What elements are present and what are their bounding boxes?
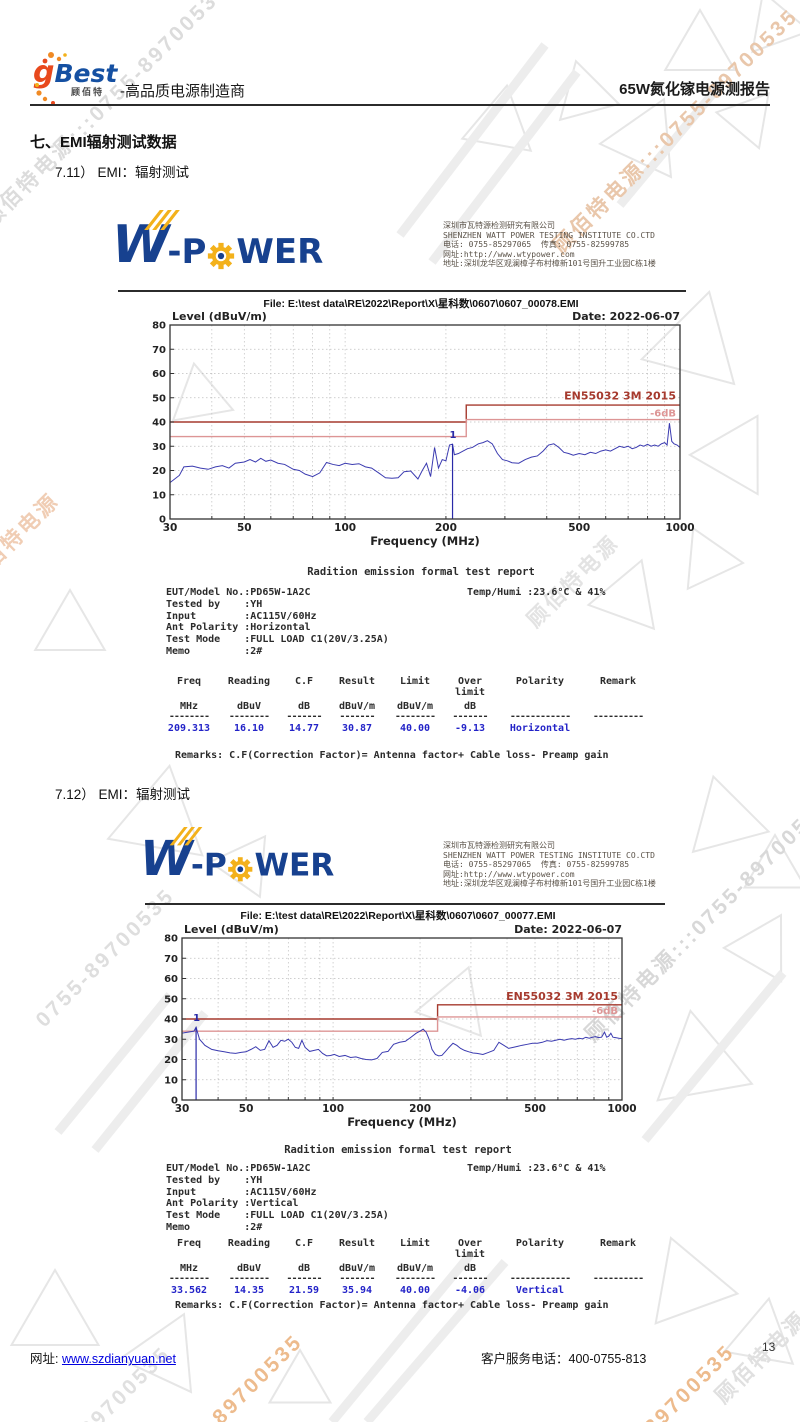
svg-text:50: 50 bbox=[237, 522, 252, 534]
footer-service-phone: 客户服务电话：400-0755-813 bbox=[481, 1352, 647, 1366]
remarks-line: Remarks: C.F(Correction Factor)= Antenna… bbox=[175, 750, 609, 761]
svg-text:-6dB: -6dB bbox=[650, 408, 676, 419]
wpower-logo-w: W bbox=[140, 831, 193, 887]
wpower-logo-p: -P bbox=[167, 231, 207, 272]
svg-text:60: 60 bbox=[164, 974, 178, 985]
doc-title: 65W氮化镓电源测报告 bbox=[619, 81, 770, 98]
subsection-7-12: 7.12） EMI：辐射测试 bbox=[55, 787, 191, 802]
report-title: Radition emission formal test report bbox=[307, 566, 535, 578]
svg-text:50: 50 bbox=[239, 1103, 254, 1115]
svg-text:Level (dBuV/m): Level (dBuV/m) bbox=[184, 923, 279, 936]
page-number: 13 bbox=[762, 1340, 776, 1354]
report-info-block: EUT/Model No.:PD65W-1A2C Temp/Humi :23.6… bbox=[166, 1163, 606, 1233]
svg-text:200: 200 bbox=[435, 522, 457, 534]
file-path-line: File: E:\test data\RE\2022\Report\X\星科数\… bbox=[240, 910, 556, 922]
svg-text:500: 500 bbox=[524, 1103, 546, 1115]
wpower-logo: W -P WER bbox=[112, 210, 352, 292]
svg-text:80: 80 bbox=[164, 934, 178, 945]
gobest-logo: gBest 顾佰特 bbox=[33, 52, 133, 105]
svg-text:10: 10 bbox=[152, 490, 166, 501]
footer-site: 网址: www.szdianyuan.net bbox=[30, 1348, 176, 1367]
results-table: Freq Reading C.F Result Limit Over limit Polar… bbox=[167, 676, 644, 734]
svg-text:70: 70 bbox=[164, 954, 178, 965]
svg-text:500: 500 bbox=[568, 522, 590, 534]
file-path-line: File: E:\test data\RE\2022\Report\X\星科数\… bbox=[263, 298, 579, 310]
svg-text:Date: 2022-06-07: Date: 2022-06-07 bbox=[514, 923, 622, 936]
lab-contact-info: 深圳市瓦特源检测研究有限公司 SHENZHEN WATT POWER TESTI… bbox=[443, 221, 656, 269]
svg-text:EN55032 3M 2015: EN55032 3M 2015 bbox=[506, 990, 618, 1003]
block-rule bbox=[118, 290, 686, 292]
svg-text:10: 10 bbox=[164, 1075, 178, 1086]
gear-icon bbox=[208, 242, 235, 269]
lab-contact-info: 深圳市瓦特源检测研究有限公司 SHENZHEN WATT POWER TESTI… bbox=[443, 841, 656, 889]
svg-text:200: 200 bbox=[409, 1103, 431, 1115]
svg-text:-6dB: -6dB bbox=[592, 1006, 618, 1017]
block-rule bbox=[145, 903, 665, 905]
svg-text:60: 60 bbox=[152, 369, 166, 380]
svg-text:20: 20 bbox=[152, 466, 166, 477]
gobest-dots-icon bbox=[35, 52, 67, 105]
results-table: Freq Reading C.F Result Limit Over limit Polar… bbox=[168, 1238, 644, 1296]
svg-text:1000: 1000 bbox=[665, 522, 694, 534]
section-heading: 七、EMI辐射测试数据 bbox=[30, 134, 177, 151]
svg-text:50: 50 bbox=[164, 994, 178, 1005]
svg-text:0: 0 bbox=[171, 1096, 178, 1107]
remarks-line: Remarks: C.F(Correction Factor)= Antenna… bbox=[175, 1300, 609, 1311]
gobest-logo-best: Best bbox=[54, 59, 118, 88]
svg-text:70: 70 bbox=[152, 345, 166, 356]
gear-icon bbox=[228, 857, 253, 882]
header-tagline: -高品质电源制造商 bbox=[120, 83, 245, 100]
svg-text:20: 20 bbox=[164, 1055, 178, 1066]
subsection-7-11: 7.11） EMI：辐射测试 bbox=[55, 165, 190, 180]
svg-text:EN55032 3M 2015: EN55032 3M 2015 bbox=[564, 390, 676, 403]
svg-text:100: 100 bbox=[322, 1103, 344, 1115]
svg-text:100: 100 bbox=[334, 522, 356, 534]
svg-text:1000: 1000 bbox=[607, 1103, 636, 1115]
report-info-block: EUT/Model No.:PD65W-1A2C Temp/Humi :23.6… bbox=[166, 587, 606, 657]
svg-text:30: 30 bbox=[152, 442, 166, 453]
svg-text:1: 1 bbox=[450, 430, 457, 441]
wpower-logo-wer: WER bbox=[254, 847, 335, 884]
wpower-logo-w: W bbox=[112, 215, 169, 275]
svg-text:Frequency (MHz): Frequency (MHz) bbox=[347, 1115, 457, 1129]
svg-text:0: 0 bbox=[159, 515, 166, 526]
svg-text:30: 30 bbox=[175, 1103, 190, 1115]
svg-text:50: 50 bbox=[152, 393, 166, 404]
footer-site-label: 网址: bbox=[30, 1352, 59, 1366]
svg-text:Level (dBuV/m): Level (dBuV/m) bbox=[172, 310, 267, 323]
footer-site-link[interactable]: www.szdianyuan.net bbox=[61, 1352, 176, 1366]
svg-text:40: 40 bbox=[164, 1015, 178, 1026]
report-title: Radition emission formal test report bbox=[284, 1144, 512, 1156]
svg-text:80: 80 bbox=[152, 321, 166, 332]
wpower-logo: W -P WER bbox=[140, 826, 342, 899]
wpower-logo-p: -P bbox=[190, 847, 227, 884]
wpower-logo-wer: WER bbox=[236, 231, 324, 272]
svg-text:1: 1 bbox=[193, 1013, 200, 1024]
svg-text:Date: 2022-06-07: Date: 2022-06-07 bbox=[572, 310, 680, 323]
svg-text:40: 40 bbox=[152, 418, 166, 429]
svg-text:30: 30 bbox=[164, 1035, 178, 1046]
gobest-logo-g: g bbox=[33, 55, 55, 90]
svg-text:Frequency (MHz): Frequency (MHz) bbox=[370, 534, 480, 548]
svg-text:30: 30 bbox=[163, 522, 178, 534]
gobest-logo-sub: 顾佰特 bbox=[71, 87, 105, 97]
header-rule bbox=[30, 104, 770, 106]
